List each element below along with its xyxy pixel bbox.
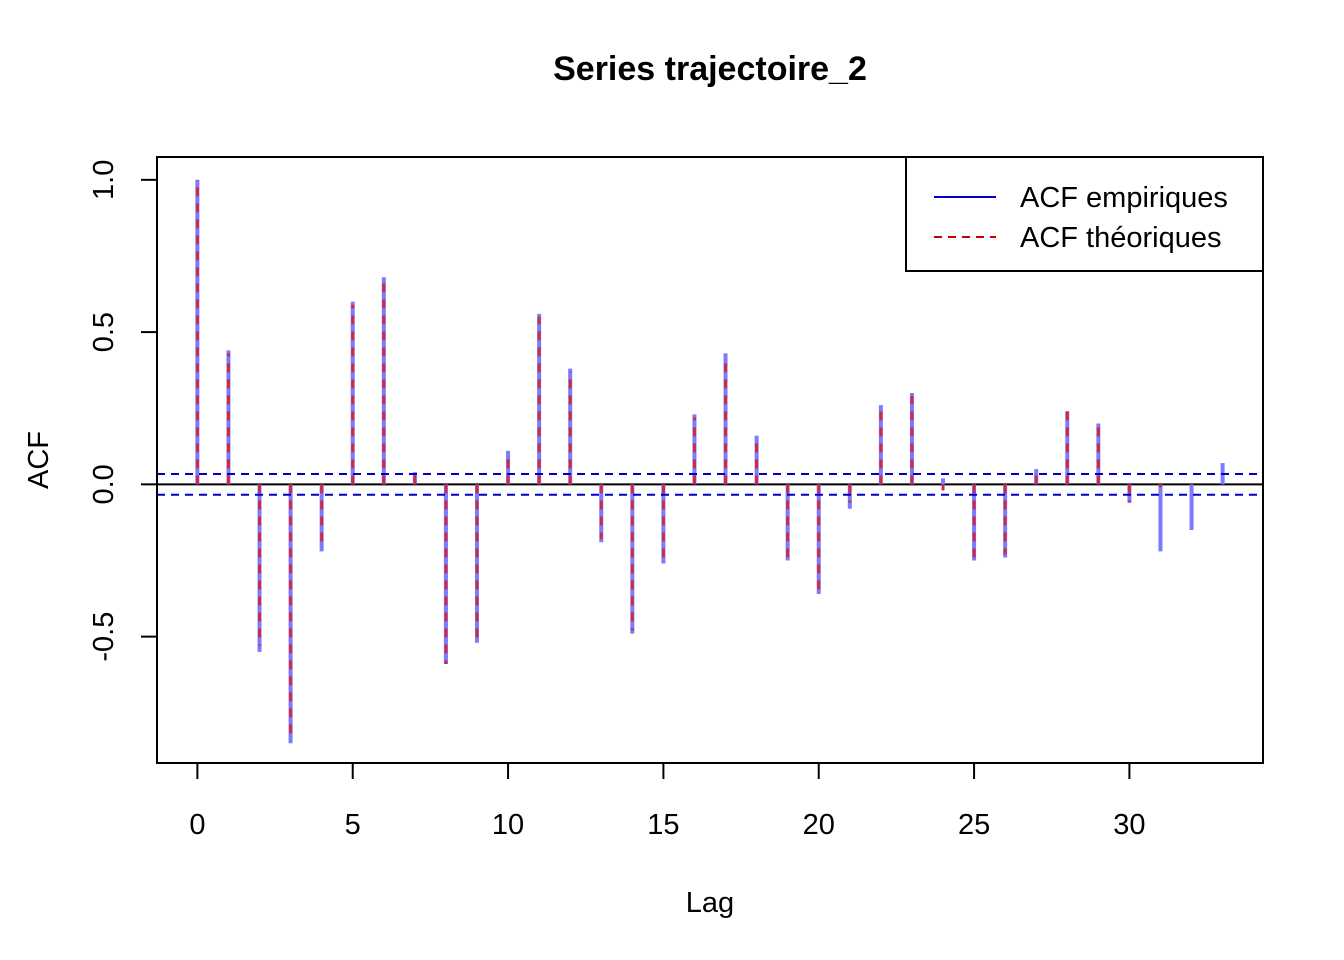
y-axis: 1.0 0.5 0.0 -0.5 <box>88 160 158 662</box>
y-tick-label: 1.0 <box>88 160 120 200</box>
x-tick-label: 0 <box>189 809 205 841</box>
legend-label-empirical: ACF empiriques <box>1020 182 1228 214</box>
x-tick-label: 5 <box>345 809 361 841</box>
y-axis-label: ACF <box>23 431 55 489</box>
x-tick-label: 30 <box>1113 809 1145 841</box>
legend: ACF empiriques ACF théoriques <box>905 156 1264 272</box>
confidence-bounds <box>157 473 1263 496</box>
x-tick-label: 10 <box>492 809 524 841</box>
bars-layer <box>157 179 1263 744</box>
chart-title: Series trajectoire_2 <box>553 50 867 88</box>
legend-label-theoretical: ACF théoriques <box>1020 222 1222 254</box>
x-tick-label: 25 <box>958 809 990 841</box>
y-tick-label: 0.5 <box>88 312 120 352</box>
plot-frame <box>156 156 1264 764</box>
x-axis-label: Lag <box>686 887 734 919</box>
x-tick-label: 15 <box>647 809 679 841</box>
x-tick-label: 20 <box>803 809 835 841</box>
y-tick-label: 0.0 <box>88 464 120 504</box>
x-axis: 0 5 10 15 20 25 30 <box>189 762 1146 841</box>
y-tick-label: -0.5 <box>88 612 120 662</box>
legend-box <box>905 156 1264 272</box>
